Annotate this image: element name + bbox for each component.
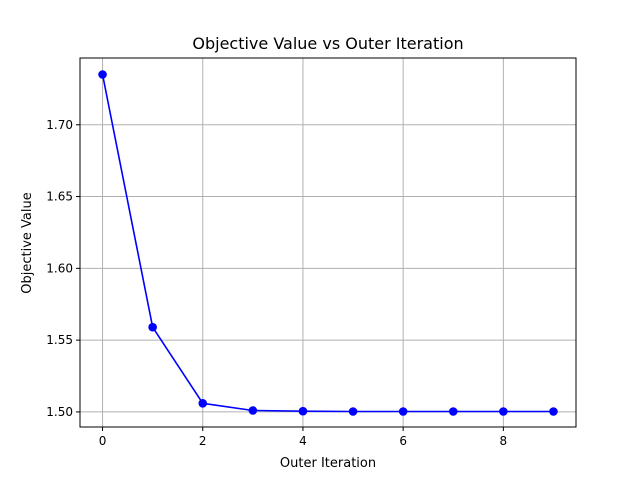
series-line xyxy=(101,74,554,413)
data-point xyxy=(348,407,358,416)
y-tick-label: 1.60 xyxy=(46,261,73,275)
data-point xyxy=(499,407,508,416)
ticks: 0 2 4 6 8 1.50 1.55 1.60 1.65 1.70 xyxy=(46,118,507,448)
y-tick-label: 1.55 xyxy=(46,333,73,347)
plot-series xyxy=(98,70,558,416)
data-point xyxy=(298,406,308,416)
data-point xyxy=(198,399,208,408)
y-axis-label: Objective Value xyxy=(20,192,35,293)
y-tick-label: 1.50 xyxy=(46,405,73,419)
data-point xyxy=(549,407,558,416)
chart-title: Objective Value vs Outer Iteration xyxy=(192,34,463,53)
data-point xyxy=(398,407,408,416)
x-tick-label: 8 xyxy=(500,434,508,448)
data-point xyxy=(448,407,458,416)
x-tick-label: 0 xyxy=(99,434,107,448)
x-axis-label: Outer Iteration xyxy=(280,456,376,471)
x-tick-label: 2 xyxy=(199,434,207,448)
x-tick-label: 4 xyxy=(299,434,307,448)
data-point xyxy=(148,322,157,332)
data-point xyxy=(98,70,107,79)
plot-frame xyxy=(79,57,577,428)
y-tick-label: 1.70 xyxy=(46,118,73,132)
y-tick-label: 1.65 xyxy=(46,190,73,204)
x-tick-label: 6 xyxy=(399,434,407,448)
data-point xyxy=(248,406,258,415)
